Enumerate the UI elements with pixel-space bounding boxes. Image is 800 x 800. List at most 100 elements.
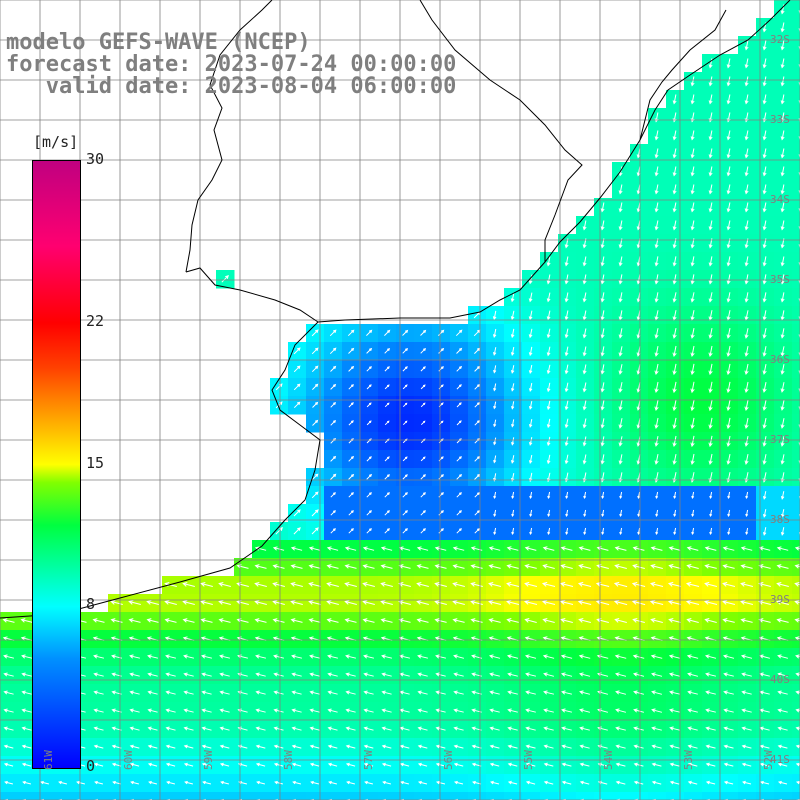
wind-arrow: [762, 509, 767, 518]
wind-arrow: [183, 672, 194, 677]
wind-arrow: [348, 384, 354, 390]
wind-arrow: [780, 292, 785, 303]
wind-arrow: [546, 436, 551, 447]
wind-arrow: [291, 672, 302, 677]
wind-arrow: [798, 100, 800, 105]
wind-arrow: [704, 581, 718, 587]
border-line-east: [419, 0, 583, 262]
wind-cell: [792, 522, 800, 541]
wind-arrow: [690, 94, 695, 105]
wind-arrow: [704, 564, 717, 569]
wind-arrow: [798, 136, 800, 141]
wind-arrow: [470, 582, 483, 587]
wind-arrow: [633, 744, 644, 749]
wind-arrow: [672, 454, 677, 465]
wind-arrow: [654, 363, 659, 376]
wind-arrow: [740, 618, 753, 623]
wind-arrow: [564, 400, 569, 411]
wind-arrow: [564, 310, 569, 321]
wind-arrow: [402, 420, 408, 426]
wind-arrow: [312, 401, 319, 408]
wind-arrow: [565, 527, 569, 535]
wind-arrow: [777, 762, 788, 767]
wind-arrow: [637, 527, 641, 535]
wind-arrow: [528, 436, 533, 446]
wind-arrow: [311, 365, 319, 373]
colorbar: [32, 160, 81, 769]
wind-arrow: [723, 744, 734, 749]
wind-arrow: [330, 365, 337, 372]
wind-arrow: [560, 654, 573, 659]
wind-arrow: [201, 672, 212, 677]
longitude-label: 53W: [682, 750, 695, 770]
wind-arrow: [456, 384, 462, 390]
wind-arrow: [435, 726, 446, 731]
wind-arrow: [402, 456, 408, 462]
wind-arrow: [93, 654, 105, 659]
longitude-label: 58W: [282, 750, 295, 770]
wind-arrow: [654, 454, 659, 465]
wind-arrow: [722, 564, 735, 569]
wind-arrow: [669, 762, 680, 767]
wind-arrow: [798, 316, 800, 321]
wind-arrow: [669, 780, 680, 785]
wind-arrow: [330, 492, 336, 498]
wind-arrow: [511, 419, 515, 428]
wind-arrow: [363, 690, 374, 695]
wind-arrow: [182, 618, 195, 623]
wind-arrow: [744, 76, 749, 87]
wind-arrow: [293, 401, 301, 409]
wind-arrow: [582, 274, 587, 285]
wind-arrow: [795, 672, 800, 677]
wind-arrow: [384, 329, 391, 336]
wind-arrow: [780, 491, 785, 500]
wind-cell: [774, 792, 793, 800]
wind-arrow: [780, 22, 785, 33]
wind-arrow: [726, 148, 731, 159]
wind-cell: [270, 792, 289, 800]
wind-arrow: [398, 582, 411, 587]
wind-arrow: [780, 148, 785, 159]
wind-arrow: [740, 654, 753, 659]
wind-arrow: [579, 726, 590, 731]
wind-cell: [792, 306, 800, 325]
wind-arrow: [311, 527, 319, 535]
wind-arrow: [744, 292, 749, 303]
wind-arrow: [254, 582, 267, 587]
wind-arrow: [488, 618, 501, 623]
wind-arrow: [148, 780, 158, 785]
wind-arrow: [597, 798, 602, 800]
wind-arrow: [493, 365, 497, 374]
wind-arrow: [632, 564, 645, 569]
wind-cell: [792, 108, 800, 127]
wind-arrow: [564, 256, 569, 267]
wind-arrow: [618, 382, 623, 393]
wind-arrow: [524, 546, 537, 551]
wind-cell: [792, 54, 800, 73]
wind-arrow: [672, 345, 677, 358]
wind-arrow: [344, 600, 357, 605]
wind-arrow: [493, 419, 497, 428]
wind-arrow: [687, 708, 698, 713]
wind-arrow: [777, 726, 788, 731]
wind-arrow: [637, 509, 641, 517]
wind-arrow: [218, 618, 231, 623]
wind-arrow: [309, 744, 320, 749]
wind-arrow: [726, 363, 731, 376]
wind-cell: [792, 594, 800, 613]
wind-arrow: [745, 509, 749, 517]
wind-arrow: [618, 346, 623, 357]
wind-arrow: [633, 672, 645, 677]
wind-arrow: [690, 399, 695, 412]
wind-cell: [792, 432, 800, 451]
wind-arrow: [420, 329, 427, 336]
wind-arrow: [489, 744, 500, 749]
wind-arrow: [290, 564, 303, 569]
wind-arrow: [489, 672, 500, 677]
wind-arrow: [798, 208, 800, 213]
wind-arrow: [727, 509, 731, 517]
wind-arrow: [654, 202, 659, 213]
wind-arrow: [524, 581, 538, 587]
wind-arrow: [705, 726, 716, 731]
